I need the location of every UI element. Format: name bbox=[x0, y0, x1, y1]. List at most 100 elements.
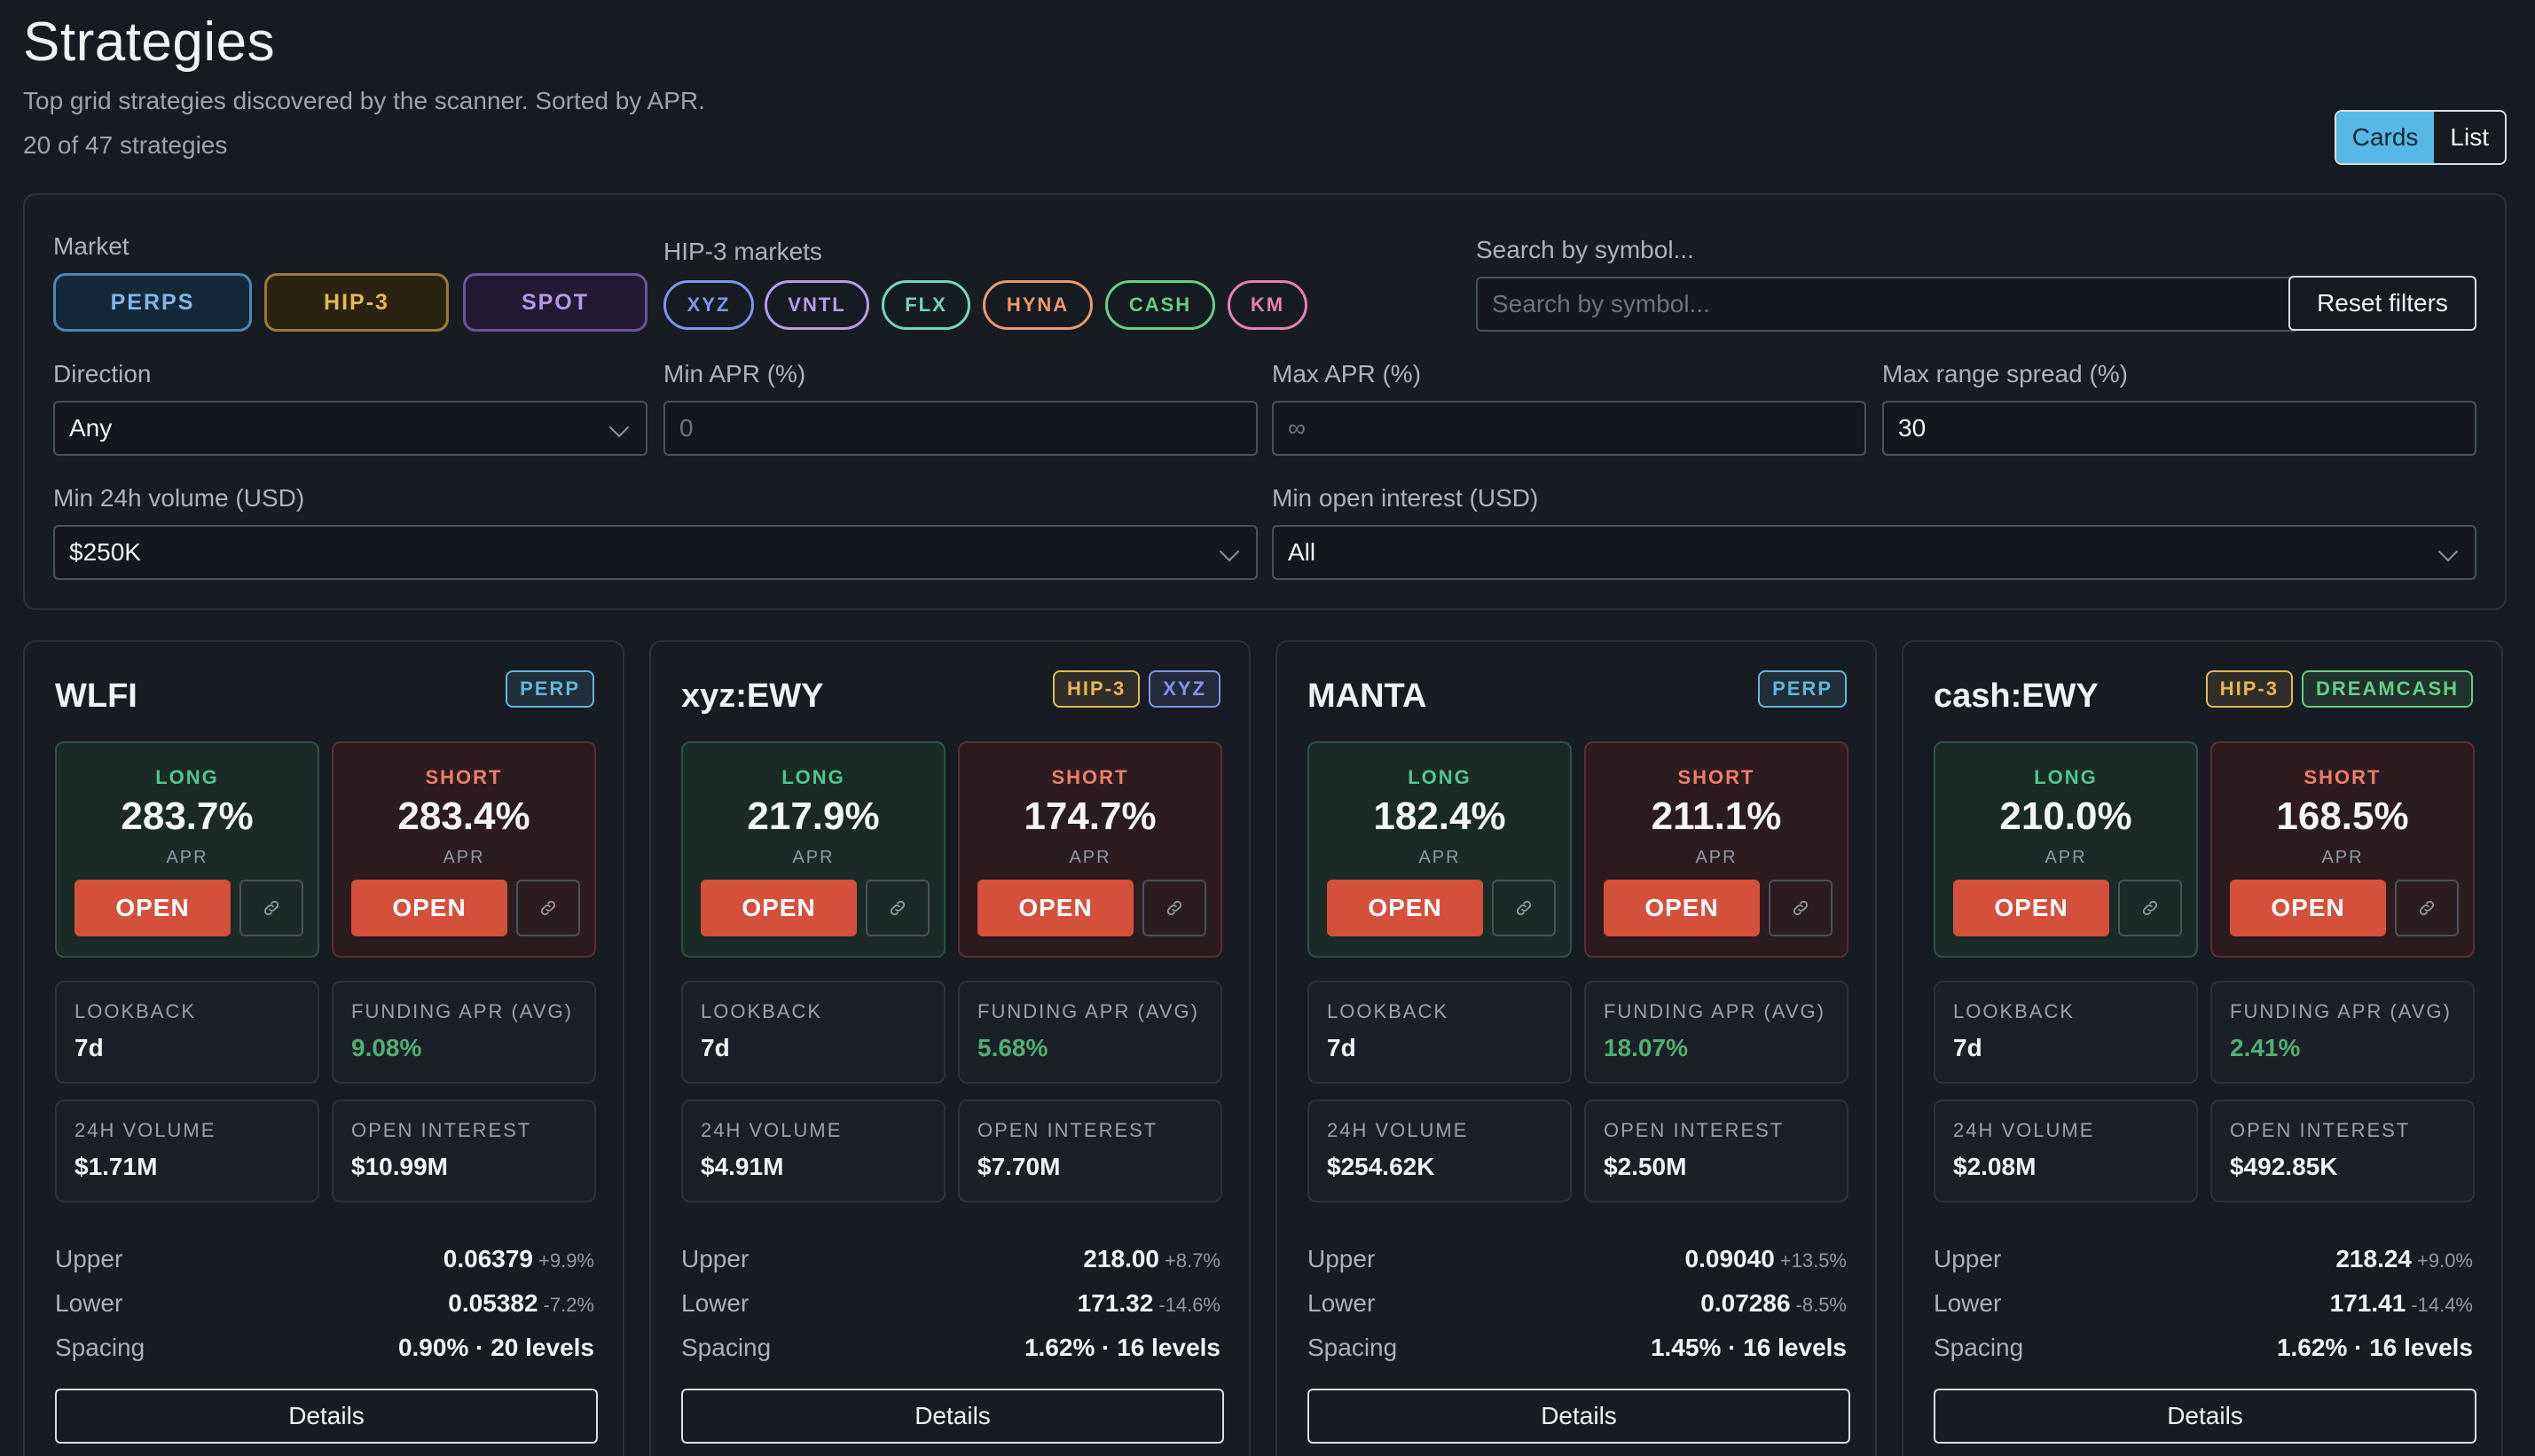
volume-stat: 24H VOLUME $4.91M bbox=[681, 1100, 946, 1202]
open-interest-value: $492.85K bbox=[2230, 1153, 2338, 1180]
max-apr-label: Max APR (%) bbox=[1272, 360, 1422, 387]
market-badge: HIP-3 bbox=[2205, 670, 2293, 708]
min-apr-input[interactable]: 0 bbox=[663, 401, 1258, 456]
volume-label: 24H VOLUME bbox=[1327, 1119, 1469, 1141]
volume-value: $1.71M bbox=[75, 1153, 158, 1180]
long-apr-panel: LONG 217.9% APR OPEN bbox=[681, 741, 946, 958]
market-badge: DREAMCASH bbox=[2302, 670, 2473, 708]
hip3-pill-vntl[interactable]: VNTL bbox=[765, 280, 869, 330]
hip3-pill-flx[interactable]: FLX bbox=[882, 280, 970, 330]
cards-view-button[interactable]: Cards bbox=[2335, 112, 2435, 163]
open-interest-stat: OPEN INTEREST $492.85K bbox=[2210, 1100, 2475, 1202]
open-short-button[interactable]: OPEN bbox=[1604, 880, 1760, 936]
spacing-row: Spacing 0.90% · 20 levels bbox=[55, 1334, 594, 1369]
upper-value: 0.09040 bbox=[1684, 1245, 1775, 1272]
chevron-down-icon bbox=[1219, 541, 1240, 562]
list-view-button[interactable]: List bbox=[2434, 112, 2505, 163]
hip3-pill-hyna[interactable]: HYNA bbox=[983, 280, 1093, 330]
short-label: SHORT bbox=[425, 766, 503, 788]
open-short-button[interactable]: OPEN bbox=[977, 880, 1134, 936]
open-interest-label: OPEN INTEREST bbox=[1604, 1119, 1785, 1141]
details-button[interactable]: Details bbox=[1307, 1389, 1850, 1444]
lookback-stat: LOOKBACK 7d bbox=[55, 981, 319, 1084]
max-range-label: Max range spread (%) bbox=[1882, 360, 2129, 387]
upper-label: Upper bbox=[1934, 1245, 2002, 1272]
lookback-value: 7d bbox=[1327, 1034, 1356, 1061]
max-apr-input[interactable]: ∞ bbox=[1272, 401, 1866, 456]
copy-link-button[interactable] bbox=[239, 880, 303, 936]
volume-value: $254.62K bbox=[1327, 1153, 1435, 1180]
strategy-symbol: WLFI bbox=[55, 677, 137, 715]
copy-link-button[interactable] bbox=[2118, 880, 2182, 936]
lookback-value: 7d bbox=[1953, 1034, 1982, 1061]
open-long-button[interactable]: OPEN bbox=[701, 880, 857, 936]
min-volume-value: $250K bbox=[69, 538, 141, 566]
volume-stat: 24H VOLUME $254.62K bbox=[1307, 1100, 1572, 1202]
open-long-button[interactable]: OPEN bbox=[75, 880, 231, 936]
hip3-pill-km[interactable]: KM bbox=[1228, 280, 1307, 330]
apr-label: APR bbox=[443, 848, 485, 867]
direction-select[interactable]: Any bbox=[53, 401, 647, 456]
long-apr-value: 217.9% bbox=[747, 795, 880, 838]
short-apr-panel: SHORT 283.4% APR OPEN bbox=[332, 741, 596, 958]
market-button-hip-3[interactable]: HIP-3 bbox=[264, 273, 449, 332]
copy-link-button[interactable] bbox=[1769, 880, 1833, 936]
spacing-row: Spacing 1.45% · 16 levels bbox=[1307, 1334, 1847, 1369]
upper-row: Upper 0.09040 +13.5% bbox=[1307, 1245, 1847, 1280]
lookback-label: LOOKBACK bbox=[75, 1000, 197, 1022]
open-short-button[interactable]: OPEN bbox=[2230, 880, 2386, 936]
open-interest-label: OPEN INTEREST bbox=[2230, 1119, 2411, 1141]
open-short-button[interactable]: OPEN bbox=[351, 880, 507, 936]
funding-stat: FUNDING APR (AVG) 5.68% bbox=[958, 981, 1222, 1084]
min-volume-select[interactable]: $250K bbox=[53, 525, 1258, 580]
apr-label: APR bbox=[166, 848, 208, 867]
market-badge: XYZ bbox=[1149, 670, 1220, 708]
strategy-card: MANTA PERP LONG 182.4% APR OPEN SHORT 21… bbox=[1275, 640, 1877, 1456]
upper-row: Upper 0.06379 +9.9% bbox=[55, 1245, 594, 1280]
copy-link-button[interactable] bbox=[866, 880, 930, 936]
long-apr-panel: LONG 210.0% APR OPEN bbox=[1934, 741, 2198, 958]
funding-value: 18.07% bbox=[1604, 1034, 1688, 1061]
copy-link-button[interactable] bbox=[516, 880, 580, 936]
long-label: LONG bbox=[155, 766, 219, 788]
lookback-value: 7d bbox=[75, 1034, 104, 1061]
copy-link-button[interactable] bbox=[1492, 880, 1556, 936]
search-label: Search by symbol... bbox=[1476, 236, 1694, 263]
chevron-down-icon bbox=[2437, 541, 2459, 562]
market-label: Market bbox=[53, 232, 129, 260]
details-button[interactable]: Details bbox=[681, 1389, 1224, 1444]
open-interest-stat: OPEN INTEREST $2.50M bbox=[1584, 1100, 1848, 1202]
link-icon bbox=[2419, 900, 2435, 916]
funding-stat: FUNDING APR (AVG) 2.41% bbox=[2210, 981, 2475, 1084]
open-interest-value: $10.99M bbox=[351, 1153, 448, 1180]
short-label: SHORT bbox=[1051, 766, 1129, 788]
open-long-button[interactable]: OPEN bbox=[1953, 880, 2109, 936]
hip3-markets-label: HIP-3 markets bbox=[663, 238, 822, 265]
reset-filters-button[interactable]: Reset filters bbox=[2288, 276, 2476, 331]
upper-label: Upper bbox=[55, 1245, 123, 1272]
copy-link-button[interactable] bbox=[2395, 880, 2459, 936]
details-button[interactable]: Details bbox=[55, 1389, 598, 1444]
market-button-spot[interactable]: SPOT bbox=[463, 273, 647, 332]
hip3-pill-xyz[interactable]: XYZ bbox=[663, 280, 754, 330]
market-button-perps[interactable]: PERPS bbox=[53, 273, 252, 332]
funding-value: 2.41% bbox=[2230, 1034, 2301, 1061]
volume-label: 24H VOLUME bbox=[75, 1119, 216, 1141]
apr-label: APR bbox=[2044, 848, 2087, 867]
funding-label: FUNDING APR (AVG) bbox=[1604, 1000, 1825, 1022]
spacing-label: Spacing bbox=[681, 1334, 772, 1361]
funding-stat: FUNDING APR (AVG) 9.08% bbox=[332, 981, 596, 1084]
details-button[interactable]: Details bbox=[1934, 1389, 2476, 1444]
open-interest-value: $2.50M bbox=[1604, 1153, 1687, 1180]
upper-pct: +9.0% bbox=[2417, 1249, 2473, 1272]
open-long-button[interactable]: OPEN bbox=[1327, 880, 1483, 936]
copy-link-button[interactable] bbox=[1142, 880, 1206, 936]
min-oi-label: Min open interest (USD) bbox=[1272, 484, 1539, 512]
hip3-pill-cash[interactable]: CASH bbox=[1105, 280, 1215, 330]
max-range-input[interactable]: 30 bbox=[1882, 401, 2476, 456]
min-oi-select[interactable]: All bbox=[1272, 525, 2476, 580]
search-input[interactable]: Search by symbol... bbox=[1476, 277, 2299, 332]
funding-stat: FUNDING APR (AVG) 18.07% bbox=[1584, 981, 1848, 1084]
market-badges: HIP-3 DREAMCASH bbox=[2205, 670, 2473, 708]
upper-row: Upper 218.00 +8.7% bbox=[681, 1245, 1220, 1280]
